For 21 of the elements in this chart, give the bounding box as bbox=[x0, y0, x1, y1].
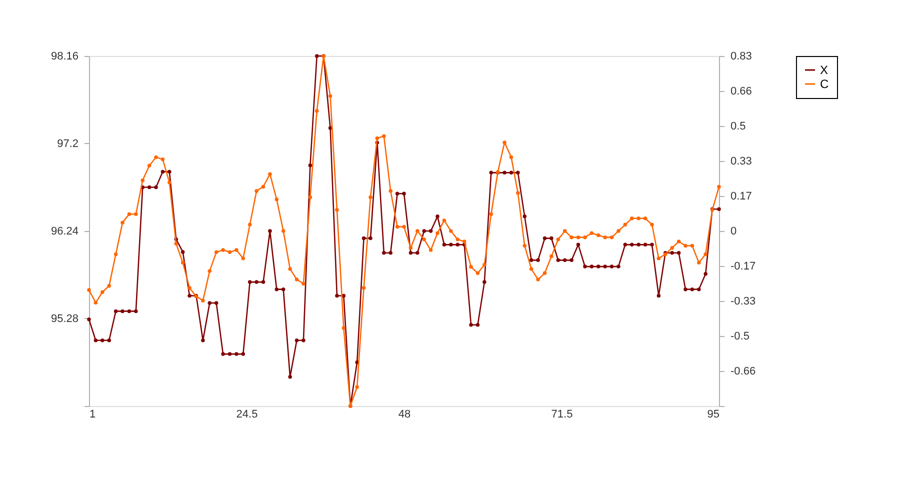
x-tick-label: 48 bbox=[398, 408, 411, 420]
y2-tick-label: 0.5 bbox=[730, 120, 746, 132]
y2-tick-label: 0 bbox=[730, 226, 737, 238]
legend-label: X bbox=[820, 63, 828, 77]
y2-tick-label: 0.66 bbox=[730, 86, 752, 98]
y2-tick-label: -0.5 bbox=[730, 330, 750, 342]
y-tick-label: 95.28 bbox=[50, 313, 78, 325]
x-tick-label: 71.5 bbox=[551, 408, 573, 420]
y2-tick-label: 0.33 bbox=[730, 156, 752, 168]
x-tick-label: 24.5 bbox=[236, 408, 258, 420]
y2-tick-label: 0.17 bbox=[730, 190, 752, 202]
y-tick-label: 98.16 bbox=[50, 50, 78, 62]
y-tick-label: 97.2 bbox=[57, 138, 78, 150]
y2-tick-label: -0.33 bbox=[730, 296, 756, 308]
x-tick-label: 95 bbox=[707, 408, 720, 420]
y2-tick-label: -0.66 bbox=[730, 366, 756, 378]
y2-tick-label: 0.83 bbox=[730, 50, 752, 62]
y-tick-label: 96.24 bbox=[50, 226, 78, 238]
x-tick-label: 1 bbox=[90, 408, 96, 420]
legend-label: C bbox=[820, 77, 829, 91]
y2-tick-label: -0.17 bbox=[730, 260, 756, 272]
